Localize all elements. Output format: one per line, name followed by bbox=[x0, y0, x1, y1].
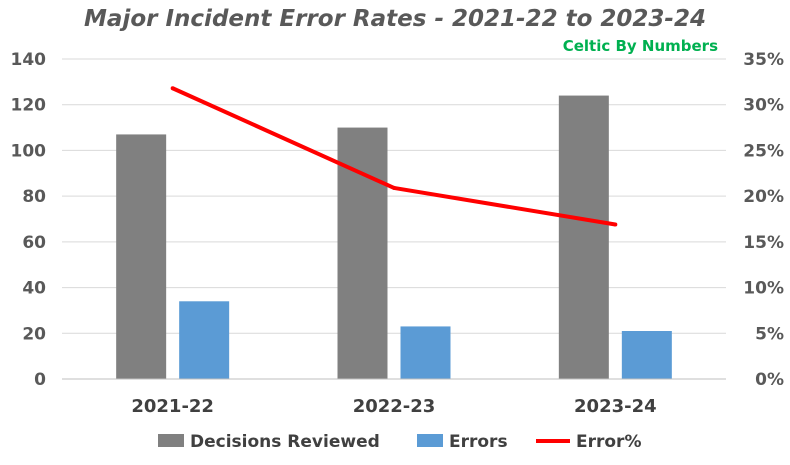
line-point bbox=[613, 222, 618, 227]
y-right-tick-label: 20% bbox=[743, 187, 784, 207]
y-right-tick-label: 35% bbox=[743, 50, 784, 70]
y-left-tick-label: 60 bbox=[22, 233, 46, 253]
y-axis-left: 0 20 40 60 80 100 120 140 bbox=[11, 50, 47, 390]
error-rate-line bbox=[170, 86, 618, 227]
y-left-tick-label: 80 bbox=[22, 187, 46, 207]
legend-swatch bbox=[158, 434, 184, 447]
legend-label: Errors bbox=[449, 432, 508, 452]
x-axis: 2021-22 2022-23 2023-24 bbox=[62, 378, 726, 417]
y-right-tick-label: 0% bbox=[755, 370, 784, 390]
bar-errors bbox=[400, 326, 451, 379]
bar-decisions-reviewed bbox=[558, 95, 609, 380]
y-right-tick-label: 10% bbox=[743, 279, 784, 299]
bars bbox=[116, 95, 672, 380]
y-right-tick-label: 25% bbox=[743, 141, 784, 161]
legend-label: Decisions Reviewed bbox=[190, 432, 380, 452]
bar-errors bbox=[179, 301, 230, 379]
bar-decisions-reviewed bbox=[116, 134, 167, 379]
x-tick-label: 2023-24 bbox=[574, 396, 657, 417]
line-point bbox=[392, 185, 396, 190]
legend-swatch bbox=[417, 434, 443, 447]
y-right-tick-label: 30% bbox=[743, 96, 784, 116]
y-left-tick-label: 40 bbox=[22, 279, 46, 299]
x-tick-label: 2022-23 bbox=[353, 396, 436, 417]
watermark: Celtic By Numbers bbox=[562, 37, 718, 55]
y-left-tick-label: 140 bbox=[11, 50, 47, 70]
legend: Decisions Reviewed Errors Error% bbox=[158, 432, 641, 452]
y-axis-right: 0% 5% 10% 15% 20% 25% 30% 35% bbox=[743, 50, 784, 390]
legend-label: Error% bbox=[576, 432, 641, 452]
chart-title: Major Incident Error Rates - 2021-22 to … bbox=[84, 6, 706, 32]
x-tick-label: 2021-22 bbox=[131, 396, 214, 417]
line-series bbox=[171, 86, 616, 227]
y-right-tick-label: 5% bbox=[755, 324, 784, 344]
y-left-tick-label: 100 bbox=[11, 141, 47, 161]
y-left-tick-label: 120 bbox=[11, 96, 47, 116]
bar-errors bbox=[621, 331, 672, 379]
bar-decisions-reviewed bbox=[337, 127, 388, 379]
line-point bbox=[170, 86, 175, 91]
y-left-tick-label: 20 bbox=[22, 324, 46, 344]
y-right-tick-label: 15% bbox=[743, 233, 784, 253]
y-left-tick-label: 0 bbox=[34, 370, 46, 390]
